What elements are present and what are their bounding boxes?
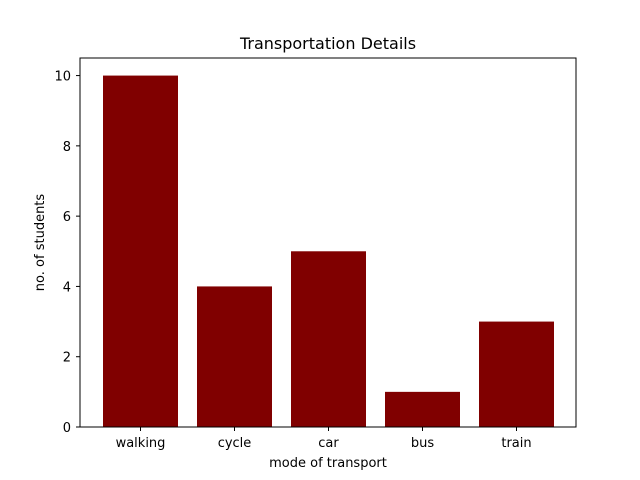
x-axis-label: mode of transport [269,456,387,471]
x-axis-ticks: walking cycle car bus train [116,427,532,451]
bar-walking [103,75,178,428]
bar-car [291,251,366,427]
y-tick-label-0: 0 [63,421,71,436]
x-tick-label-train: train [501,436,531,451]
y-tick-label-8: 8 [63,140,71,155]
bar-cycle [197,286,272,427]
x-tick-label-cycle: cycle [218,436,252,451]
x-tick-label-walking: walking [116,436,166,451]
y-tick-label-4: 4 [63,280,71,295]
bar-train [479,321,554,427]
x-tick-label-bus: bus [411,436,434,451]
y-axis-label: no. of students [33,194,48,292]
y-axis-ticks: 0 2 4 6 8 10 [54,70,80,436]
bar-bus [385,391,460,427]
x-tick-label-car: car [318,436,339,451]
bars-group [103,75,554,428]
y-tick-label-2: 2 [63,351,71,366]
y-tick-label-6: 6 [63,210,71,225]
y-tick-label-10: 10 [54,70,71,85]
chart-title: Transportation Details [239,34,416,53]
